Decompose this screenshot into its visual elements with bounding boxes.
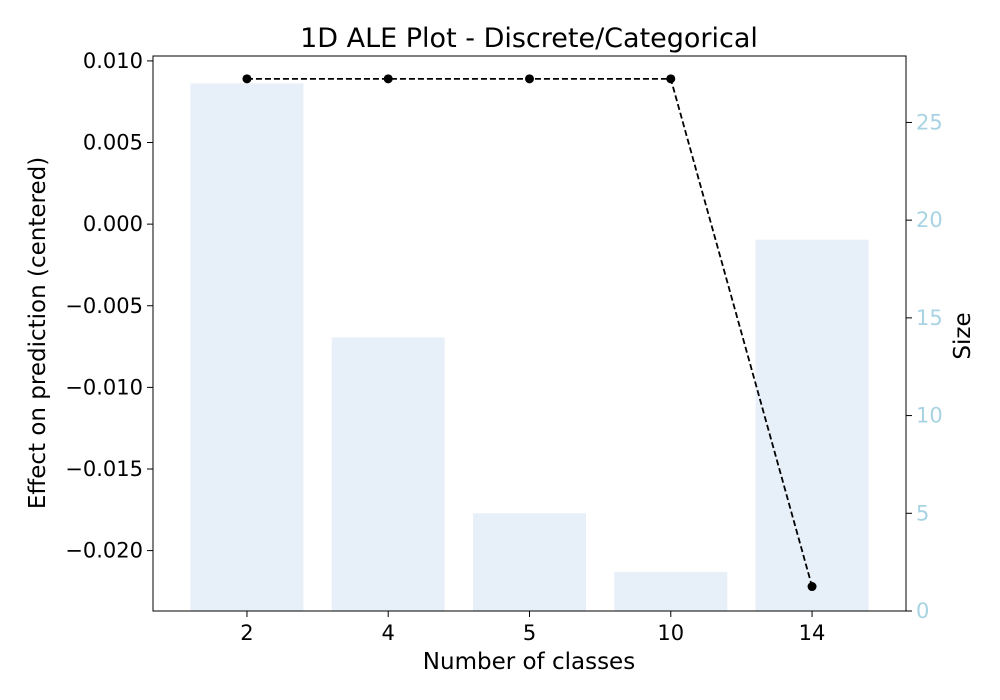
right-tick-label: 20 (916, 208, 943, 232)
line-layer (242, 74, 817, 592)
left-tick-label: −0.020 (65, 539, 143, 563)
left-y-axis: −0.020 −0.015 −0.010 −0.005 0.000 0.005 0.010 (65, 49, 153, 563)
bars-layer (190, 83, 869, 612)
y2-axis-label: Size (950, 312, 976, 359)
size-bar-5 (472, 513, 587, 611)
chart-title: 1D ALE Plot - Discrete/Categorical (300, 23, 758, 54)
left-tick-label: −0.010 (65, 375, 143, 399)
right-tick-label: 15 (916, 306, 943, 330)
x-tick-label: 5 (523, 621, 536, 645)
right-y-axis: 0 5 10 15 20 25 (906, 110, 943, 623)
left-tick-label: 0.005 (83, 131, 143, 155)
left-tick-label: 0.010 (83, 49, 143, 73)
ale-point-4 (383, 74, 393, 84)
ale-point-14 (807, 582, 817, 592)
right-tick-label: 10 (916, 404, 943, 428)
x-axis: 2 4 5 10 14 (240, 611, 825, 645)
x-tick-label: 10 (657, 621, 684, 645)
size-bar-14 (755, 239, 869, 611)
left-tick-label: −0.005 (65, 294, 143, 318)
ale-point-5 (525, 74, 534, 84)
ale-point-2 (242, 74, 252, 84)
x-tick-label: 2 (240, 621, 253, 645)
right-tick-label: 0 (916, 599, 929, 623)
x-tick-label: 14 (799, 621, 826, 645)
size-bar-2 (190, 83, 304, 612)
y-axis-label: Effect on prediction (centered) (25, 157, 51, 509)
x-tick-label: 4 (382, 621, 395, 645)
ale-point-10 (666, 74, 676, 84)
size-bar-10 (614, 571, 728, 611)
right-tick-label: 25 (916, 110, 943, 134)
right-tick-label: 5 (916, 501, 929, 525)
size-bar-4 (331, 337, 445, 611)
left-tick-label: 0.000 (83, 212, 143, 236)
x-axis-label: Number of classes (423, 649, 635, 675)
left-tick-label: −0.015 (65, 457, 143, 481)
